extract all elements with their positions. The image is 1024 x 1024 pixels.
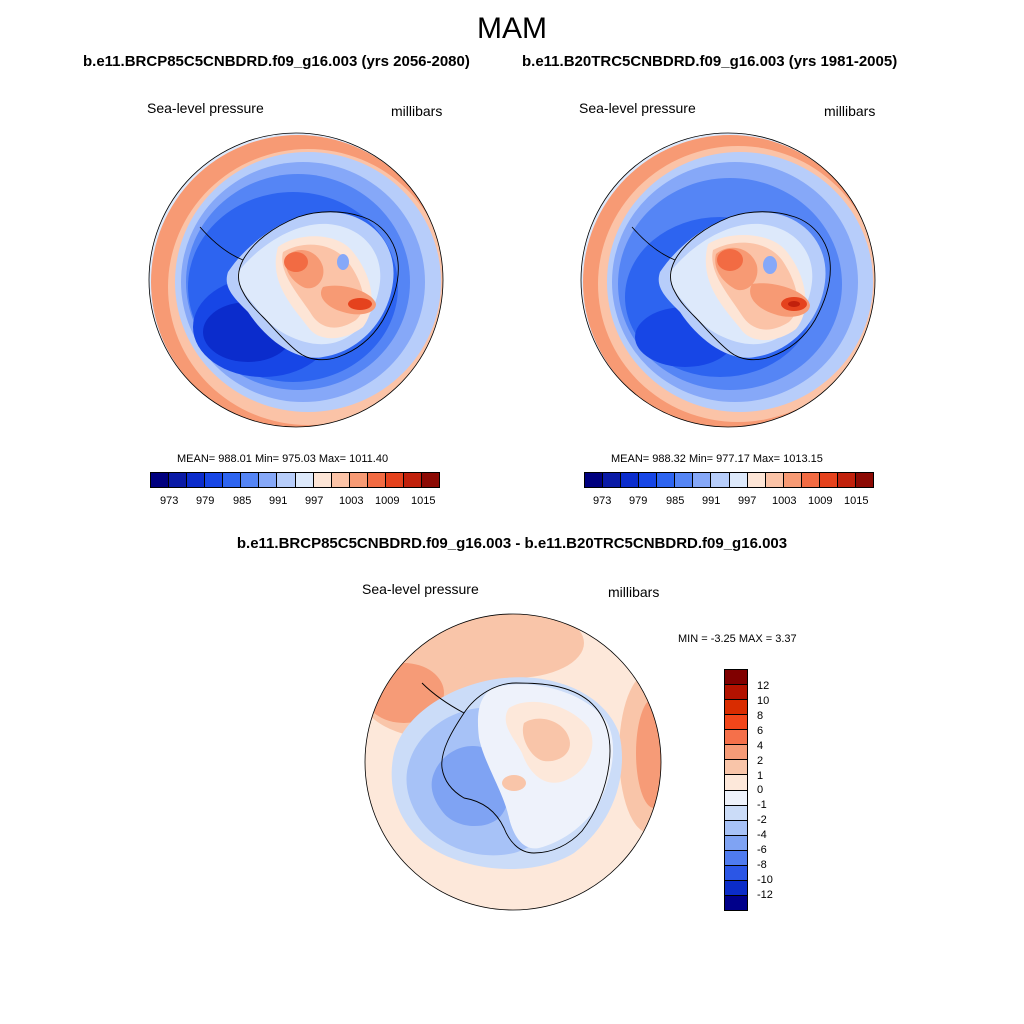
panel-2-colorbar-swatch-11: [765, 473, 784, 487]
panel-2-variable-label: Sea-level pressure: [579, 100, 696, 116]
panel-1-colorbar-swatch-1: [151, 473, 170, 487]
difference-tick-4: 4: [757, 740, 764, 752]
panel-1-tick-1009: 1009: [375, 495, 400, 507]
difference-tick-2: 2: [757, 755, 764, 767]
panel-1-colorbar-swatch-8: [277, 473, 296, 487]
panel-2-tick-1009: 1009: [808, 495, 833, 507]
panel-1-colorbar-swatch-16: [421, 473, 439, 487]
difference-tick-minus-8: -8: [757, 859, 767, 871]
panel-1-colorbar-swatch-14: [385, 473, 404, 487]
panel-2-colorbar-swatch-14: [819, 473, 838, 487]
difference-tick-10: 10: [757, 695, 770, 707]
panel-2-header: b.e11.B20TRC5CNBDRD.f09_g16.003 (yrs 198…: [522, 53, 898, 70]
panel-1-colorbar: [150, 472, 440, 488]
panel-1-tick-979: 979: [196, 495, 215, 507]
difference-colorbar-swatch-6: [725, 745, 747, 761]
panel-2-colorbar-swatch-3: [621, 473, 640, 487]
difference-colorbar-swatch-15: [725, 880, 747, 896]
panel-2-colorbar-swatch-5: [657, 473, 676, 487]
panel-1-colorbar-swatch-4: [205, 473, 224, 487]
panel-2-colorbar: [584, 472, 874, 488]
panel-2-units-label: millibars: [824, 103, 876, 119]
difference-colorbar-swatch-7: [725, 760, 747, 776]
difference-tick-12: 12: [757, 680, 770, 692]
panel-1-variable-label: Sea-level pressure: [147, 100, 264, 116]
figure-title: MAM: [477, 12, 547, 45]
panel-2-colorbar-swatch-16: [855, 473, 873, 487]
difference-tick-minus-12: -12: [757, 889, 773, 901]
panel-1-polar-map: [148, 132, 444, 428]
difference-colorbar-swatch-3: [725, 700, 747, 716]
panel-2-colorbar-swatch-4: [639, 473, 658, 487]
panel-2-colorbar-swatch-8: [711, 473, 730, 487]
panel-1-tick-1015: 1015: [411, 495, 436, 507]
panel-2-colorbar-swatch-2: [603, 473, 622, 487]
panel-1-header: b.e11.BRCP85C5CNBDRD.f09_g16.003 (yrs 20…: [83, 53, 470, 70]
panel-1-colorbar-swatch-9: [295, 473, 314, 487]
panel-1-colorbar-swatch-5: [223, 473, 242, 487]
panel-2-colorbar-swatch-10: [747, 473, 766, 487]
difference-colorbar: [724, 669, 748, 911]
difference-colorbar-swatch-5: [725, 730, 747, 746]
difference-colorbar-swatch-8: [725, 775, 747, 791]
difference-tick-minus-10: -10: [757, 874, 773, 886]
panel-1-colorbar-swatch-6: [241, 473, 260, 487]
panel-2-colorbar-swatch-6: [675, 473, 694, 487]
difference-colorbar-swatch-1: [725, 670, 747, 686]
difference-units-label: millibars: [608, 584, 660, 600]
difference-tick-0: 0: [757, 784, 764, 796]
panel-1-colorbar-swatch-11: [331, 473, 350, 487]
difference-stats: MIN = -3.25 MAX = 3.37: [678, 633, 797, 645]
panel-2-colorbar-swatch-12: [783, 473, 802, 487]
panel-2-colorbar-swatch-13: [801, 473, 820, 487]
difference-header: b.e11.BRCP85C5CNBDRD.f09_g16.003 - b.e11…: [236, 535, 788, 552]
panel-1-tick-985: 985: [233, 495, 252, 507]
panel-2-colorbar-swatch-15: [837, 473, 856, 487]
panel-2-tick-991: 991: [702, 495, 721, 507]
panel-2-tick-1003: 1003: [772, 495, 797, 507]
difference-colorbar-swatch-4: [725, 715, 747, 731]
panel-2-polar-map: [580, 132, 876, 428]
difference-tick-1: 1: [757, 770, 764, 782]
panel-1-colorbar-swatch-3: [187, 473, 206, 487]
panel-1-tick-973: 973: [160, 495, 179, 507]
panel-1-colorbar-swatch-15: [403, 473, 422, 487]
difference-colorbar-swatch-10: [725, 805, 747, 821]
difference-tick-minus-4: -4: [757, 829, 767, 841]
difference-variable-label: Sea-level pressure: [362, 581, 479, 597]
panel-1-colorbar-swatch-7: [259, 473, 278, 487]
difference-tick-8: 8: [757, 710, 764, 722]
difference-colorbar-swatch-16: [725, 895, 747, 910]
panel-2-colorbar-swatch-9: [729, 473, 748, 487]
panel-2-tick-1015: 1015: [844, 495, 869, 507]
difference-tick-minus-6: -6: [757, 844, 767, 856]
difference-colorbar-swatch-11: [725, 820, 747, 836]
difference-colorbar-swatch-12: [725, 835, 747, 851]
panel-1-tick-991: 991: [269, 495, 288, 507]
difference-polar-map: [364, 613, 662, 911]
difference-colorbar-swatch-9: [725, 790, 747, 806]
panel-1-tick-997: 997: [305, 495, 324, 507]
panel-1-colorbar-swatch-13: [367, 473, 386, 487]
panel-1-colorbar-swatch-12: [349, 473, 368, 487]
panel-2-colorbar-swatch-1: [585, 473, 604, 487]
panel-2-stats: MEAN= 988.32 Min= 977.17 Max= 1013.15: [611, 453, 823, 465]
panel-1-units-label: millibars: [391, 103, 443, 119]
difference-colorbar-swatch-2: [725, 685, 747, 701]
panel-2-tick-985: 985: [666, 495, 685, 507]
panel-2-tick-973: 973: [593, 495, 612, 507]
panel-1-stats: MEAN= 988.01 Min= 975.03 Max= 1011.40: [177, 453, 389, 465]
panel-1-tick-1003: 1003: [339, 495, 364, 507]
panel-2-tick-979: 979: [629, 495, 648, 507]
difference-tick-6: 6: [757, 725, 764, 737]
panel-1-colorbar-swatch-2: [169, 473, 188, 487]
difference-tick-minus-1: -1: [757, 799, 767, 811]
difference-colorbar-swatch-14: [725, 865, 747, 881]
panel-1-colorbar-swatch-10: [313, 473, 332, 487]
panel-2-tick-997: 997: [738, 495, 757, 507]
difference-colorbar-swatch-13: [725, 850, 747, 866]
difference-tick-minus-2: -2: [757, 814, 767, 826]
panel-2-colorbar-swatch-7: [693, 473, 712, 487]
